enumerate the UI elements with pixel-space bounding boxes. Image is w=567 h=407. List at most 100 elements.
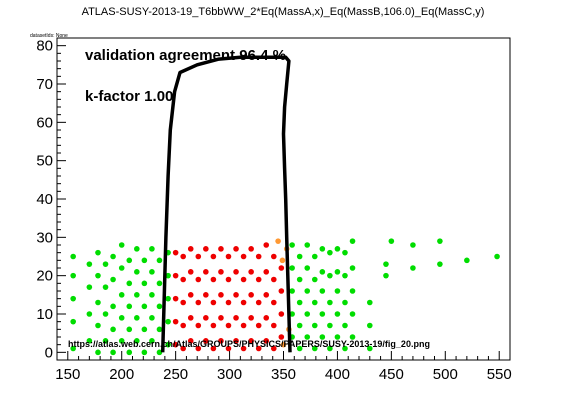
source-url-label: https://atlas.web.cern.ch/Atlas/GROUPS/P… [68,339,430,349]
x-tick-label: 150 [55,366,80,383]
red-point [248,315,254,321]
green-point [118,315,125,321]
green-point [141,280,148,287]
red-point [210,276,217,283]
orange-point [275,238,281,244]
green-point [383,272,389,279]
green-point [383,261,389,267]
y-tick-label: 0 [45,344,53,361]
green-point [296,299,303,306]
red-point [263,269,270,275]
red-point [218,338,224,344]
green-point [156,280,163,287]
green-point [70,253,76,260]
axes: 150 200 250 300 350 400 450 500 550 0 10 20 30 40 50 60… [36,37,512,383]
green-point [70,318,76,325]
red-point [210,322,217,329]
green-point [95,322,101,329]
green-point [319,246,326,252]
green-point [134,246,140,252]
green-point [296,253,303,260]
red-point [172,295,179,302]
red-point [180,253,186,260]
red-point [248,292,254,298]
green-point [296,276,303,283]
green-point [289,288,295,294]
y-tick-label: 50 [36,153,53,170]
green-point [134,338,140,344]
x-tick-label: 200 [109,366,134,383]
green-point [494,253,500,260]
x-tick-label: 500 [433,366,458,383]
red-point [225,345,232,352]
red-point [255,322,262,329]
red-point [195,276,202,283]
red-point [195,345,202,352]
green-point [165,341,171,348]
y-tick-label: 60 [36,114,53,131]
exclusion-contour [160,55,292,353]
red-point [263,315,270,321]
x-tick-label: 550 [487,366,512,383]
green-point [334,334,341,340]
x-tick-label: 400 [325,366,350,383]
red-point [218,292,224,298]
green-point [70,345,76,352]
red-point [240,253,247,260]
red-point [187,338,194,344]
red-point [180,276,186,283]
red-point [240,322,247,329]
red-point [263,242,270,248]
green-point [334,269,341,275]
red-point [195,322,202,329]
orange-point [280,341,287,348]
red-point [203,269,209,275]
green-point [289,242,295,248]
red-point [240,345,247,352]
red-point [172,249,179,256]
red-point [203,315,209,321]
green-point [110,303,116,310]
green-point [319,288,326,294]
red-point [203,246,209,252]
red-point [210,299,217,306]
green-point [118,292,125,298]
red-point [248,246,254,252]
green-point [334,288,341,294]
green-point [86,261,93,267]
red-point [278,334,285,340]
green-point [327,322,333,329]
green-point [349,288,356,294]
green-point [165,295,171,302]
red-point [225,253,232,260]
red-point [248,338,254,344]
green-point [311,299,318,306]
green-point [464,257,470,264]
red-point [195,299,202,306]
green-point [126,280,133,287]
red-point [255,276,262,283]
red-point [195,253,202,260]
green-point [304,311,311,317]
green-point [118,265,125,271]
green-point [366,322,373,329]
red-point [255,299,262,306]
green-point [70,272,76,279]
y-tick-label: 40 [36,191,53,208]
green-point [334,311,341,317]
green-point [134,315,140,321]
green-point [156,257,163,264]
green-point [342,299,348,306]
x-tick-label: 300 [217,366,242,383]
green-point [126,257,133,264]
green-point [141,303,148,310]
green-point [327,299,333,306]
green-point [311,322,318,329]
red-point [172,318,179,325]
red-point [203,292,209,298]
red-point [270,276,277,283]
green-point [349,265,356,271]
red-point [255,345,262,352]
red-point [187,246,194,252]
